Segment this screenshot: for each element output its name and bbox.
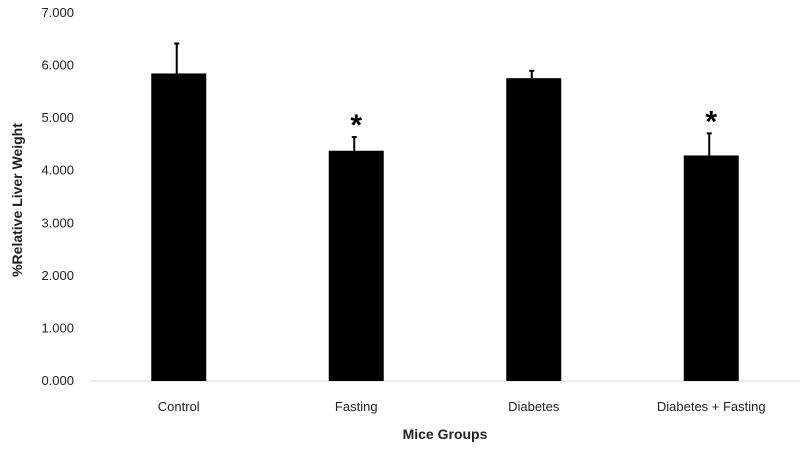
y-tick-label: 7.000 (41, 5, 74, 20)
y-axis-ticks: 0.000 1.000 2.000 3.000 4.000 5.000 6.000 7.000 (41, 5, 74, 388)
y-tick-label: 2.000 (41, 268, 74, 283)
bar-fasting (328, 150, 384, 381)
x-category-label: Control (158, 399, 200, 414)
bars-group: * * (151, 42, 739, 381)
x-category-label: Diabetes + Fasting (657, 399, 766, 414)
y-tick-label: 3.000 (41, 215, 74, 230)
y-tick-label: 4.000 (41, 163, 74, 178)
bar-diabetes (506, 78, 562, 381)
y-axis-title: %Relative Liver Weight (9, 123, 25, 277)
bar-control (151, 73, 207, 381)
significance-asterisk: * (350, 109, 362, 142)
y-tick-label: 0.000 (41, 373, 74, 388)
x-axis-title: Mice Groups (403, 426, 488, 442)
y-tick-label: 6.000 (41, 58, 74, 73)
x-category-label: Diabetes (508, 399, 560, 414)
y-tick-label: 1.000 (41, 320, 74, 335)
significance-asterisk: * (705, 105, 717, 138)
y-tick-label: 5.000 (41, 110, 74, 125)
category-labels: Control Fasting Diabetes Diabetes + Fasting (158, 399, 766, 414)
bar-diabetes-fasting (683, 155, 739, 381)
x-category-label: Fasting (335, 399, 378, 414)
